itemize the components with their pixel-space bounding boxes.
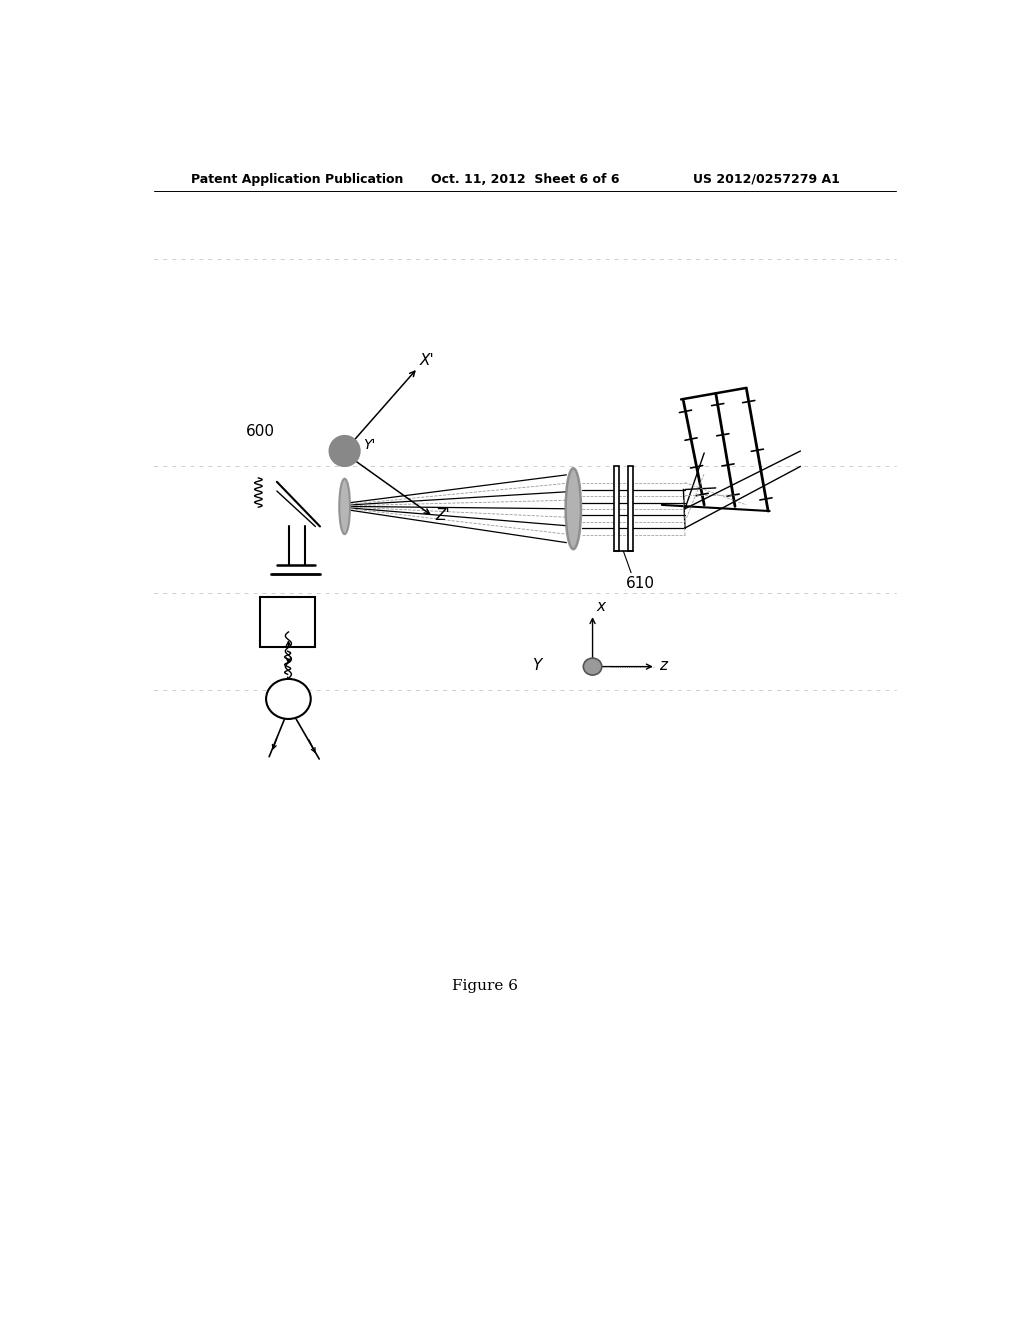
Text: Y': Y' bbox=[364, 438, 376, 453]
Ellipse shape bbox=[584, 659, 602, 675]
Text: 610: 610 bbox=[626, 576, 654, 591]
Text: Patent Application Publication: Patent Application Publication bbox=[190, 173, 403, 186]
Text: 600: 600 bbox=[246, 424, 275, 438]
Text: z: z bbox=[658, 659, 667, 673]
Ellipse shape bbox=[266, 678, 310, 719]
Bar bbox=[628, 466, 633, 552]
Bar bbox=[260, 598, 315, 647]
Text: Figure 6: Figure 6 bbox=[452, 979, 518, 993]
Text: X': X' bbox=[420, 352, 435, 368]
Text: x: x bbox=[596, 599, 605, 614]
Circle shape bbox=[330, 436, 360, 466]
Ellipse shape bbox=[339, 479, 350, 535]
Text: Y: Y bbox=[532, 659, 542, 673]
Text: Oct. 11, 2012  Sheet 6 of 6: Oct. 11, 2012 Sheet 6 of 6 bbox=[431, 173, 620, 186]
Ellipse shape bbox=[565, 469, 581, 549]
Text: US 2012/0257279 A1: US 2012/0257279 A1 bbox=[692, 173, 840, 186]
Text: Z': Z' bbox=[435, 508, 451, 523]
Bar bbox=[614, 466, 618, 552]
